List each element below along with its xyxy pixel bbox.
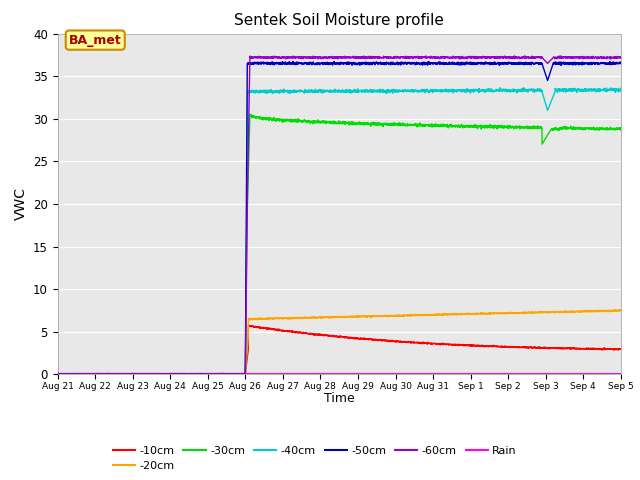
Text: BA_met: BA_met: [69, 34, 122, 47]
Legend: -10cm, -20cm, -30cm, -40cm, -50cm, -60cm, Rain: -10cm, -20cm, -30cm, -40cm, -50cm, -60cm…: [108, 441, 522, 476]
Title: Sentek Soil Moisture profile: Sentek Soil Moisture profile: [234, 13, 444, 28]
X-axis label: Time: Time: [324, 393, 355, 406]
Y-axis label: VWC: VWC: [13, 188, 28, 220]
